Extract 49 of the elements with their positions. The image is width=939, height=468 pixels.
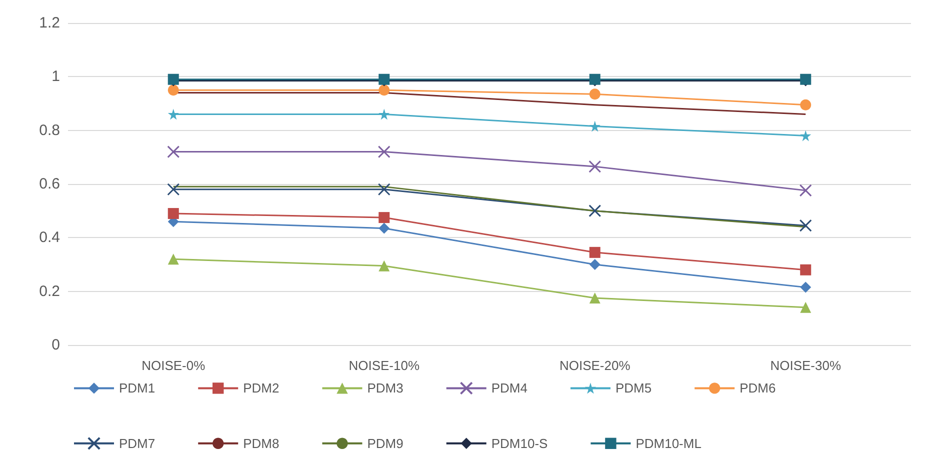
point (589, 120, 600, 132)
legend-label: PDM3 (367, 380, 404, 396)
point (588, 204, 602, 218)
point (800, 130, 812, 142)
point (800, 282, 812, 293)
y-tick-label: 0.8 (39, 122, 60, 139)
y-tick-label: 0.2 (39, 282, 60, 300)
legend-label: PDM8 (243, 436, 280, 451)
point (589, 292, 600, 304)
point (378, 222, 390, 234)
y-tick-label: 0 (52, 336, 60, 354)
legend-label: PDM2 (243, 380, 280, 396)
x-tick-label: NOISE-0% (142, 358, 206, 373)
point (167, 146, 180, 158)
legend-label: PDM4 (491, 380, 528, 396)
point (378, 146, 390, 158)
point (168, 254, 179, 265)
point (589, 246, 600, 258)
point (799, 219, 812, 232)
x-tick-label: NOISE-30% (770, 358, 842, 373)
x-tick-label: NOISE-10% (348, 358, 420, 373)
y-tick-label: 0.6 (39, 176, 60, 192)
legend-label: PDM1 (119, 380, 156, 396)
legend-label: PDM10-ML (636, 436, 702, 451)
point (378, 84, 390, 96)
point (589, 259, 600, 270)
point (589, 88, 600, 100)
point (800, 99, 812, 110)
legend-label: PDM7 (119, 436, 156, 451)
x-tick-label: NOISE-20% (559, 358, 631, 373)
point (378, 108, 390, 120)
y-tick-label: 1.2 (39, 14, 60, 32)
y-tick-label: 0.4 (39, 229, 60, 246)
legend-label: PDM9 (367, 436, 404, 451)
point (800, 264, 812, 276)
point (378, 183, 390, 196)
point (168, 208, 179, 220)
point (168, 108, 179, 120)
point (167, 183, 180, 196)
point (378, 260, 390, 272)
legend-label: PDM10-S (491, 436, 548, 451)
point (799, 184, 812, 197)
y-tick-label: 1 (52, 68, 60, 86)
point (800, 302, 812, 313)
point (588, 160, 602, 173)
point (378, 212, 390, 224)
point (168, 84, 179, 96)
legend-label: PDM6 (740, 380, 776, 396)
legend-label: PDM5 (615, 380, 652, 396)
